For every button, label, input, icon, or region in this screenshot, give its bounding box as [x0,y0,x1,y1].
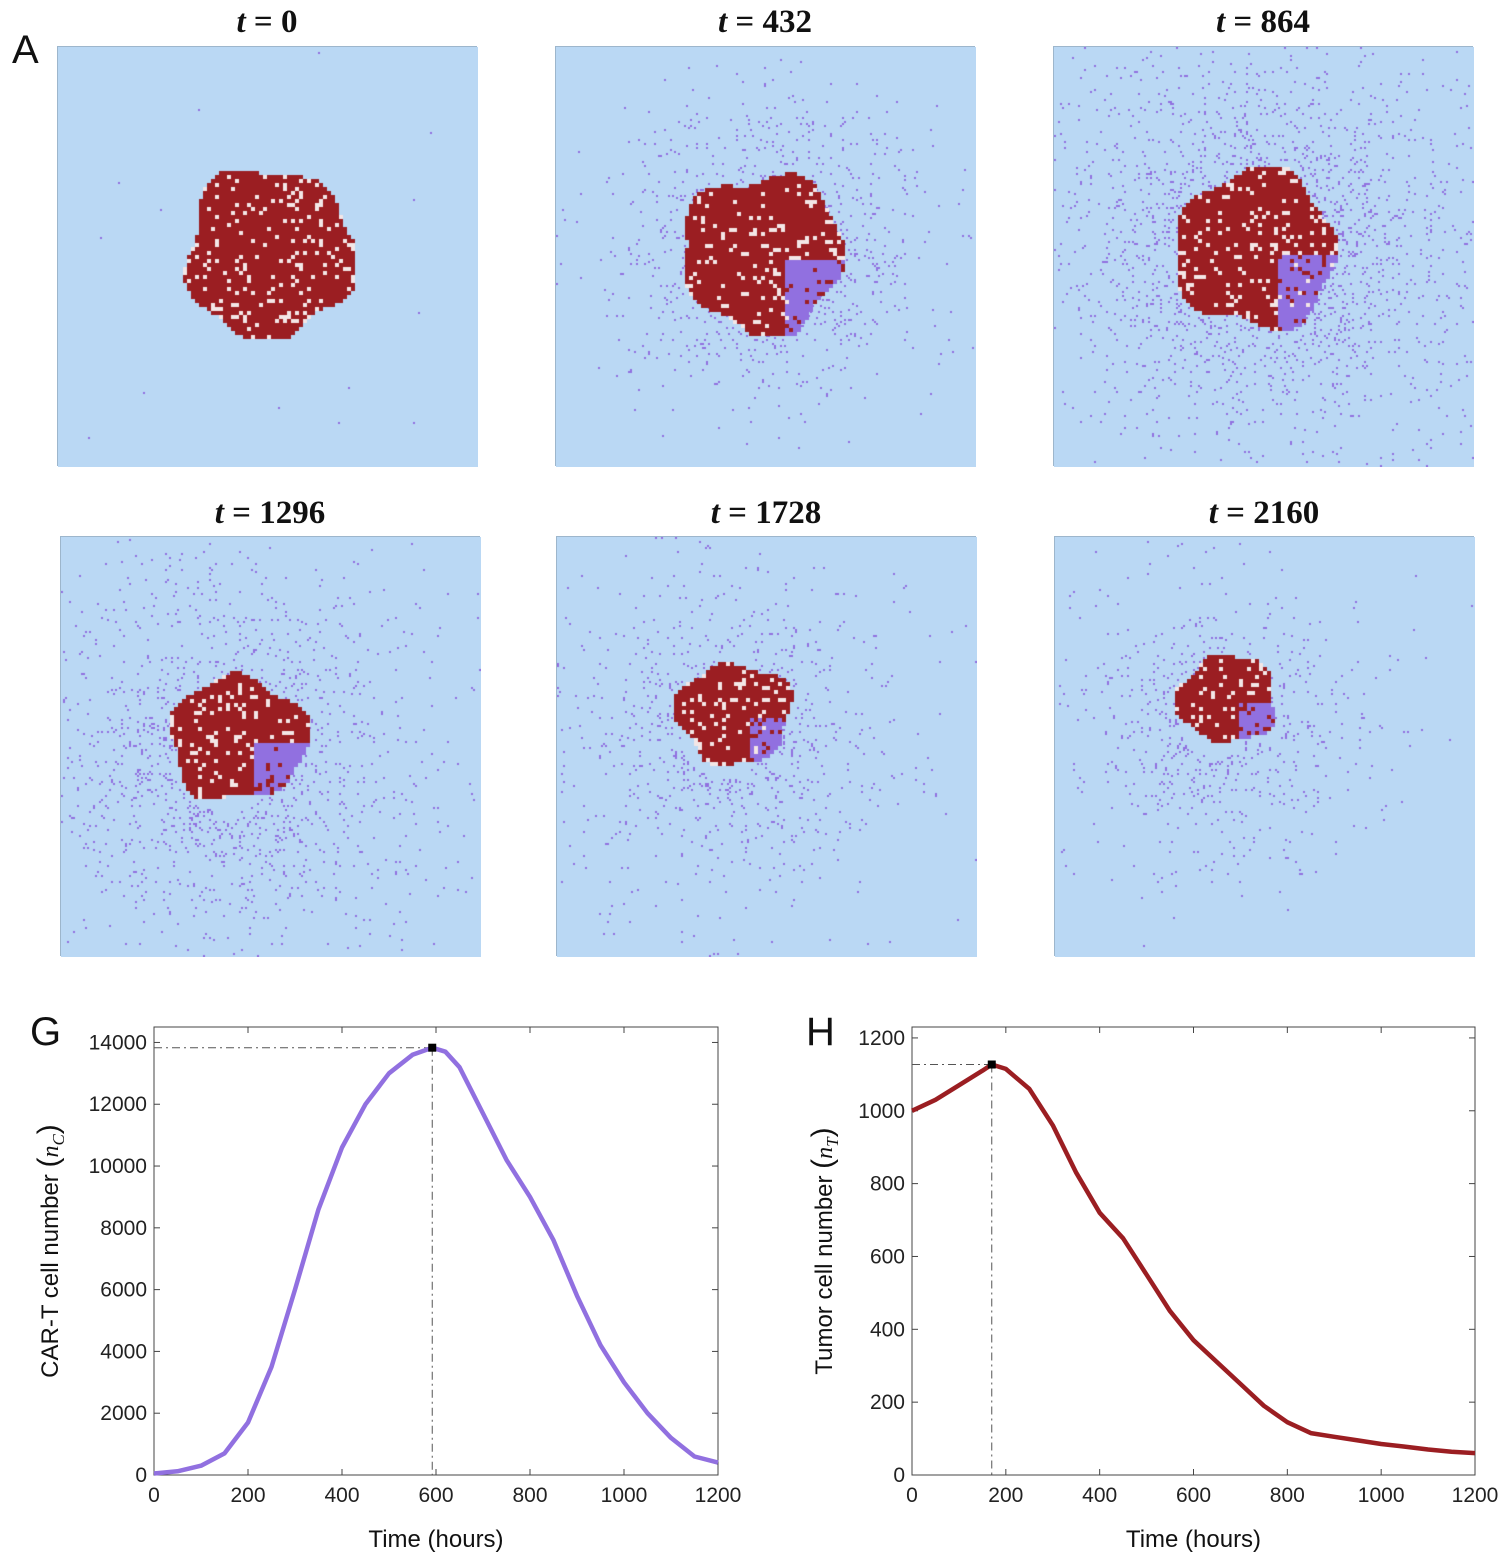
snapshot-title-5: t = 2160 [1208,495,1320,531]
x-tick-label: 200 [230,1484,265,1507]
snapshot-title-0: t = 0 [236,4,298,40]
y-tick-label: 1200 [858,1027,905,1050]
plot-frame [911,1026,1476,1476]
x-axis-label: Time (hours) [1126,1526,1261,1553]
x-tick-label: 1200 [1452,1484,1499,1507]
panel-label-a: A [12,28,39,72]
y-tick-label: 8000 [100,1217,147,1240]
y-tick-label: 1000 [858,1100,905,1123]
panel-label-h: H [806,1010,835,1054]
y-tick-label: 4000 [100,1340,147,1363]
x-tick-label: 200 [988,1484,1023,1507]
lattice-snapshot-1 [555,46,976,467]
lattice-snapshot-2 [1053,46,1474,467]
chart-G: 0 200 400 600 800 1000 12000200040006000800010… [32,1026,742,1553]
y-tick-label: 2000 [100,1402,147,1425]
panel-label-g: G [30,1010,62,1054]
lattice-snapshot-4 [556,536,977,957]
snapshot-title-2: t = 864 [1216,4,1310,40]
x-tick-label: 0 [148,1484,160,1507]
series-line [153,1045,719,1476]
snapshot-title-3: t = 1296 [214,495,326,531]
x-tick-label: 1000 [1358,1484,1405,1507]
x-tick-label: 400 [324,1484,359,1507]
x-tick-label: 1200 [695,1484,742,1507]
x-tick-label: 0 [906,1484,918,1507]
y-tick-label: 14000 [89,1031,147,1054]
y-tick-label: 600 [870,1245,905,1268]
x-tick-label: 800 [512,1484,547,1507]
x-tick-label: 600 [418,1484,453,1507]
lattice-snapshot-0 [57,46,478,467]
y-axis-label: CAR-T cell number (nC) [32,1124,68,1378]
x-tick-label: 800 [1270,1484,1305,1507]
y-tick-label: 0 [893,1464,905,1487]
lattice-snapshot-5 [1054,536,1475,957]
x-tick-label: 400 [1082,1484,1117,1507]
peak-marker [987,1060,996,1069]
chart-H: 0 200 400 600 800 1000 1200 0 200 400 600 800 1000 12… [806,1026,1499,1553]
peak-marker [428,1043,437,1052]
y-axis-label: Tumor cell number (nT) [806,1127,842,1374]
y-tick-label: 12000 [89,1093,147,1116]
y-tick-label: 0 [135,1464,147,1487]
y-tick-label: 10000 [89,1155,147,1178]
y-tick-label: 6000 [100,1279,147,1302]
x-tick-label: 600 [1176,1484,1211,1507]
lattice-snapshot-3 [60,536,481,957]
x-axis-label: Time (hours) [368,1526,503,1553]
snapshot-title-1: t = 432 [718,4,812,40]
y-tick-label: 200 [870,1391,905,1414]
snapshot-title-4: t = 1728 [710,495,822,531]
y-tick-label: 400 [870,1318,905,1341]
plot-frame [153,1026,719,1476]
x-tick-label: 1000 [601,1484,648,1507]
y-tick-label: 800 [870,1173,905,1196]
